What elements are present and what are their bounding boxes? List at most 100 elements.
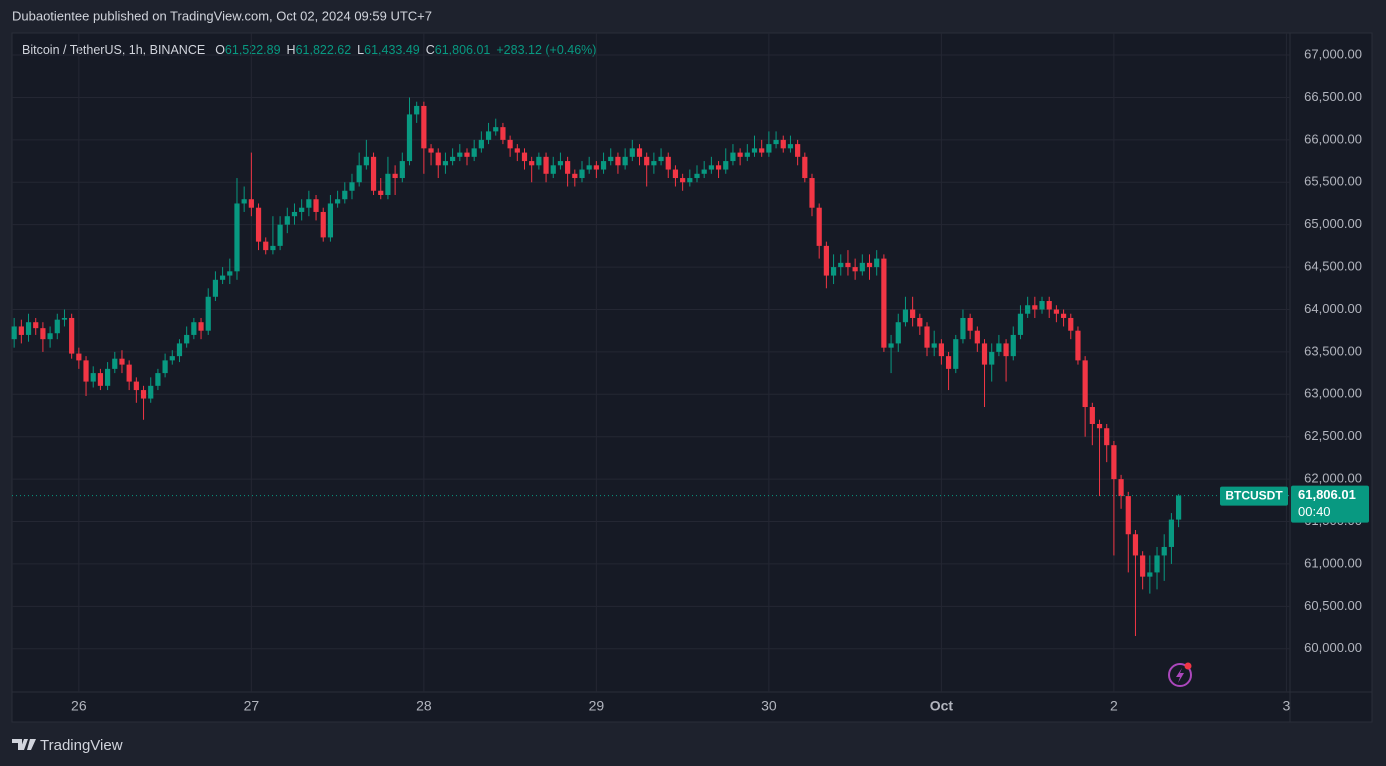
candle-body	[687, 178, 693, 183]
candle-body	[133, 381, 139, 391]
candle-body	[428, 148, 434, 153]
candle-body	[996, 343, 1002, 352]
ohlc-value: 61,822.62	[296, 43, 352, 57]
candle-body	[421, 105, 427, 149]
candle-body	[809, 178, 815, 208]
candle-body	[248, 199, 254, 208]
candle-body	[277, 224, 283, 246]
candle-body	[881, 258, 887, 348]
candle-body	[1154, 555, 1160, 573]
candle-body	[1032, 305, 1038, 310]
candle-body	[636, 148, 643, 157]
candle-body	[629, 148, 635, 157]
candle-body	[104, 368, 111, 386]
ohlc-key: H	[287, 43, 296, 57]
x-tick-label: 26	[71, 698, 87, 714]
candle-body	[507, 139, 513, 149]
candle-body	[931, 343, 937, 348]
candle-body	[112, 358, 118, 369]
candle-body	[349, 182, 355, 191]
candle-body	[644, 156, 650, 166]
legend-text: Bitcoin / TetherUS, 1h, BINANCE O61,522.8…	[22, 43, 596, 57]
price-tag-countdown: 00:40	[1298, 504, 1331, 519]
candle-body	[802, 156, 808, 179]
candle-body	[672, 169, 679, 179]
candle-body	[830, 267, 837, 276]
candle-body	[54, 319, 60, 334]
candle-body	[622, 156, 628, 166]
x-tick-label: Oct	[930, 698, 954, 714]
x-tick-label: 29	[589, 698, 605, 714]
candle-body	[917, 317, 923, 327]
candle-body	[708, 165, 714, 170]
candle-body	[680, 178, 686, 183]
candle-body	[1046, 301, 1052, 310]
candle-body	[442, 161, 449, 166]
candle-body	[1025, 305, 1031, 314]
candle-body	[306, 199, 312, 208]
candle-body	[579, 169, 585, 179]
symbol-legend: Bitcoin / TetherUS, 1h, BINANCE O61,522.8…	[22, 43, 596, 57]
y-tick-label: 65,500.00	[1304, 174, 1362, 189]
candle-body	[76, 353, 82, 361]
candle-body	[665, 156, 671, 170]
candle-body	[270, 245, 276, 251]
candle-body	[859, 262, 865, 272]
candle-body	[823, 245, 829, 276]
candle-body	[191, 322, 197, 335]
ohlc-key: L	[357, 43, 364, 57]
candle-body	[694, 173, 700, 179]
candle-body	[255, 207, 262, 242]
ohlc-key: C	[426, 43, 435, 57]
candle-body	[169, 356, 175, 361]
candle-body	[435, 152, 441, 166]
candle-body	[773, 139, 779, 145]
candle-body	[263, 241, 269, 251]
candle-body	[126, 364, 132, 382]
y-tick-label: 66,500.00	[1304, 89, 1362, 104]
candle-body	[320, 211, 326, 238]
candle-body	[759, 148, 765, 153]
y-tick-label: 63,000.00	[1304, 386, 1362, 401]
candle-body	[989, 351, 995, 365]
candle-body	[924, 326, 930, 348]
y-tick-label: 62,500.00	[1304, 428, 1362, 443]
y-tick-label: 67,000.00	[1304, 46, 1362, 61]
candle-body	[227, 271, 233, 276]
candle-body	[960, 317, 966, 340]
candle-body	[701, 169, 707, 174]
candle-body	[845, 262, 851, 268]
candle-body	[1003, 343, 1009, 357]
candle-body	[1168, 519, 1175, 547]
candle-body	[478, 139, 484, 149]
symbol-tag-text: BTCUSDT	[1225, 489, 1283, 503]
candle-body	[866, 262, 873, 268]
candle-body	[816, 207, 822, 246]
candle-body	[464, 152, 470, 157]
y-tick-label: 60,000.00	[1304, 640, 1362, 655]
candle-body	[399, 161, 405, 179]
price-tag-value: 61,806.01	[1298, 487, 1356, 502]
candle-body	[69, 317, 75, 354]
candle-body	[1175, 495, 1182, 520]
candle-body	[291, 211, 298, 217]
candle-body	[1125, 496, 1131, 535]
y-tick-label: 61,000.00	[1304, 555, 1362, 570]
candle-body	[543, 156, 549, 174]
candle-body	[787, 144, 794, 149]
candle-body	[895, 322, 901, 344]
candle-body	[385, 173, 391, 195]
x-tick-label: 28	[416, 698, 432, 714]
lightning-icon	[1168, 662, 1192, 687]
candle-body	[1060, 313, 1067, 318]
x-tick-label: 27	[244, 698, 260, 714]
y-tick-label: 63,500.00	[1304, 343, 1362, 358]
candle-body	[1096, 423, 1103, 429]
candle-body	[40, 328, 46, 340]
candle-body	[1010, 334, 1016, 357]
candle-body	[615, 156, 621, 166]
candle-body	[1039, 301, 1045, 310]
candle-body	[953, 339, 959, 369]
candle-body	[184, 334, 190, 344]
